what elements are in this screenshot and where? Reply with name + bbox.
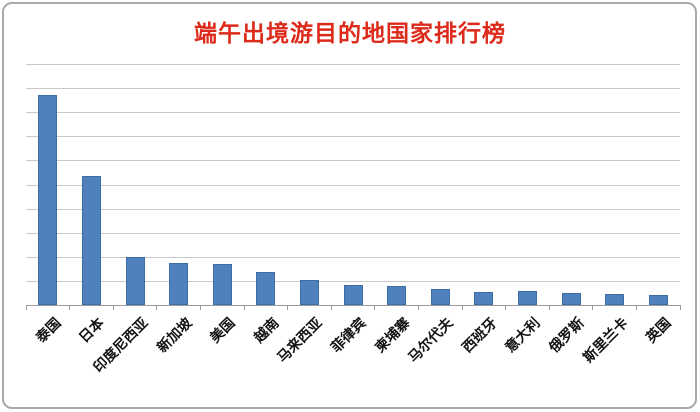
x-axis-label-英国: 英国 <box>644 315 675 347</box>
plot-area <box>25 64 681 310</box>
bar-斯里兰卡 <box>605 294 625 305</box>
x-axis-tick <box>156 305 158 310</box>
bar-泰国 <box>38 95 58 305</box>
x-axis-tick <box>243 305 245 310</box>
gridline <box>26 88 680 90</box>
bar-新加坡 <box>169 263 189 305</box>
x-axis-label-马尔代夫: 马尔代夫 <box>406 315 457 367</box>
bar-俄罗斯 <box>561 293 581 305</box>
chart-title: 端午出境游目的地国家排行榜 <box>194 21 506 46</box>
x-axis-tick <box>199 305 201 310</box>
x-axis-tick <box>592 305 594 310</box>
gridline <box>26 160 680 162</box>
x-axis-label-意大利: 意大利 <box>503 315 544 357</box>
x-axis-label-新加坡: 新加坡 <box>154 315 196 357</box>
x-axis-label-西班牙: 西班牙 <box>459 315 501 357</box>
bar-日本 <box>81 176 101 305</box>
x-axis-tick <box>461 305 463 310</box>
bar-越南 <box>256 272 276 305</box>
bar-意大利 <box>517 291 537 305</box>
x-axis-tick <box>417 305 419 310</box>
bar-马尔代夫 <box>430 289 450 305</box>
x-axis-tick <box>679 305 681 310</box>
x-axis-label-马来西亚: 马来西亚 <box>275 315 326 367</box>
x-axis-tick <box>548 305 550 310</box>
x-axis-tick <box>287 305 289 310</box>
bar-菲律宾 <box>343 285 363 305</box>
bar-印度尼西亚 <box>125 257 145 305</box>
bar-柬埔寨 <box>387 286 407 305</box>
x-axis-tick <box>25 305 27 310</box>
gridline <box>26 136 680 138</box>
gridline <box>26 112 680 114</box>
gridline <box>26 280 680 282</box>
x-axis-tick <box>112 305 114 310</box>
bar-马来西亚 <box>299 280 319 305</box>
gridline <box>26 184 680 186</box>
gridline <box>26 208 680 210</box>
x-axis-label-泰国: 泰国 <box>33 315 65 347</box>
x-axis-tick <box>330 305 332 310</box>
bar-英国 <box>648 295 668 305</box>
x-axis-tick <box>69 305 71 310</box>
x-axis-label-美国: 美国 <box>208 315 239 347</box>
gridline <box>26 256 680 258</box>
bar-美国 <box>212 264 232 305</box>
x-axis-line <box>26 305 680 306</box>
x-axis-tick <box>505 305 507 310</box>
x-axis-label-菲律宾: 菲律宾 <box>329 315 370 357</box>
x-axis-tick <box>635 305 637 310</box>
x-axis-label-日本: 日本 <box>77 315 108 347</box>
x-axis-label-越南: 越南 <box>251 315 283 347</box>
bar-西班牙 <box>474 292 494 305</box>
gridline <box>26 64 680 65</box>
gridline <box>26 232 680 234</box>
x-axis-tick <box>374 305 376 310</box>
x-axis-label-斯里兰卡: 斯里兰卡 <box>580 315 632 367</box>
